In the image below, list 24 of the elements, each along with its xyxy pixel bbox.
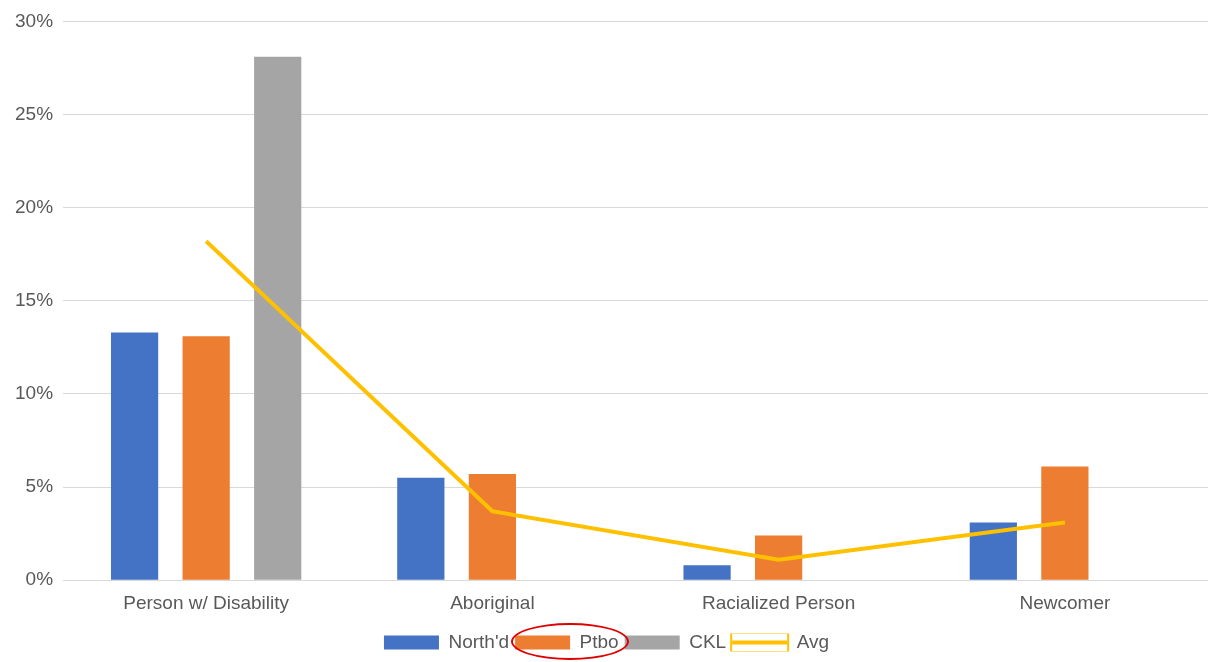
x-tick-label: Newcomer (1019, 591, 1111, 613)
y-tick-label: 30% (15, 9, 54, 31)
y-tick-label: 15% (15, 289, 54, 311)
x-tick-label: Racialized Person (702, 591, 856, 613)
bar (182, 336, 230, 580)
y-tick-label: 5% (25, 475, 54, 497)
y-tick-label: 0% (25, 568, 54, 590)
x-tick-label: Person w/ Disability (123, 591, 290, 613)
legend-label: North'd (448, 630, 510, 652)
bar (110, 332, 159, 580)
bar (468, 474, 517, 580)
legend-label: CKL (689, 630, 727, 652)
legend-label: Ptbo (579, 630, 619, 652)
x-tick-label: Aboriginal (450, 591, 535, 613)
legend-label: Avg (796, 630, 830, 652)
y-tick-label: 10% (15, 382, 54, 404)
bar (683, 565, 731, 580)
bar (755, 535, 803, 580)
y-tick-label: 20% (15, 195, 54, 217)
bar (254, 56, 302, 580)
bar (969, 522, 1017, 580)
y-tick-label: 25% (15, 102, 54, 124)
bar (397, 477, 445, 580)
bar (1041, 466, 1089, 580)
